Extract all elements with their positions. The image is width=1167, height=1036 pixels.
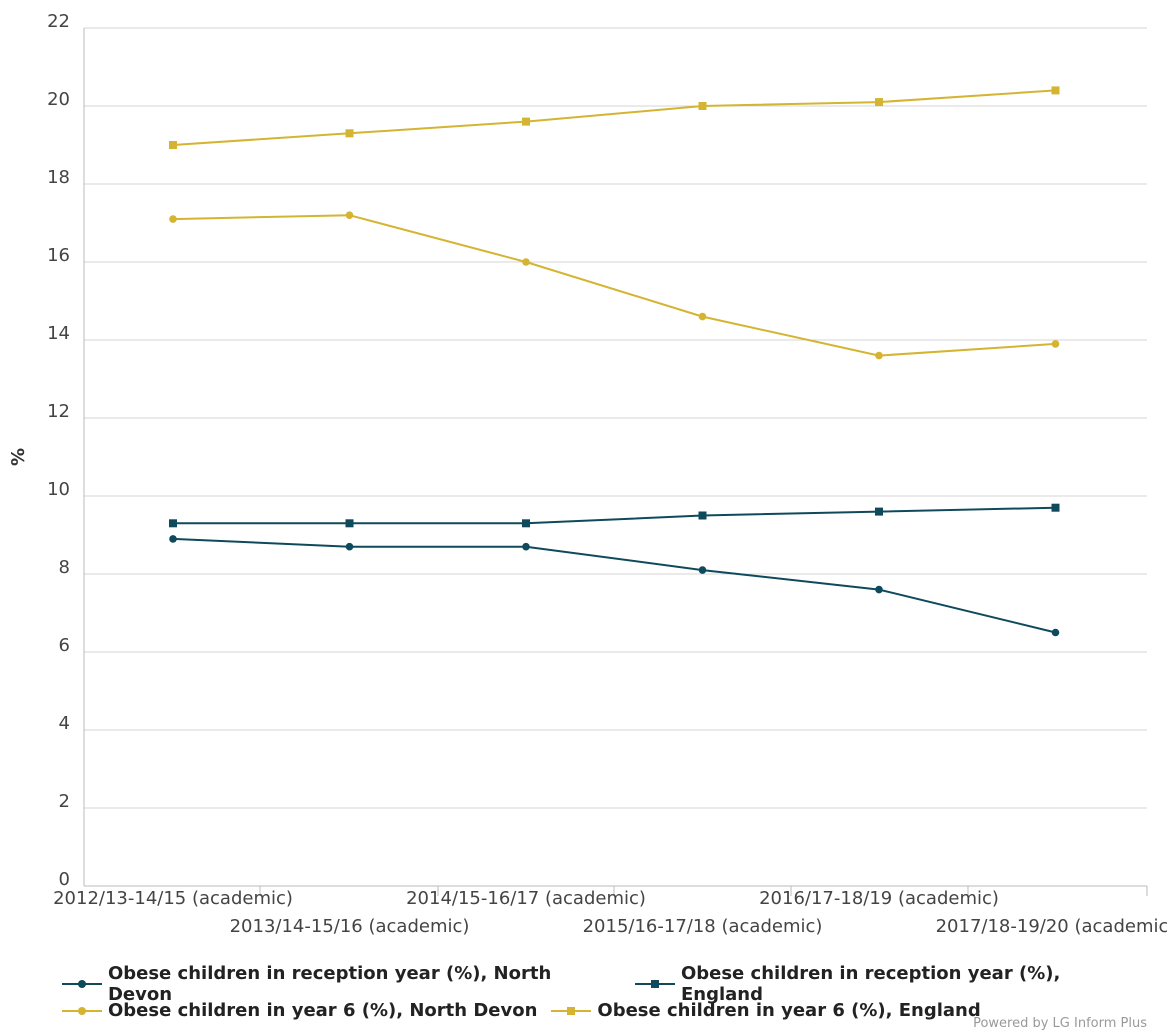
data-point xyxy=(698,511,707,520)
x-axis: 2012/13-14/15 (academic) 2013/14-15/16 (a… xyxy=(53,28,1167,937)
legend-item-reception-north-devon[interactable]: Obese children in reception year (%), No… xyxy=(60,963,621,1005)
legend-swatch-circle-icon xyxy=(62,1006,102,1015)
data-point xyxy=(522,542,530,551)
data-point xyxy=(698,566,707,574)
data-point xyxy=(169,519,177,528)
y-tick-label: 16 xyxy=(47,245,70,266)
legend-item-year6-england[interactable]: Obese children in year 6 (%), England xyxy=(549,1000,981,1021)
data-point xyxy=(169,535,177,543)
y-tick-label: 12 xyxy=(47,401,70,422)
credit-link[interactable]: Powered by LG Inform Plus xyxy=(973,1016,1147,1031)
y-tick-label: 6 xyxy=(59,635,70,656)
legend-swatch-circle-icon xyxy=(62,979,102,988)
data-point xyxy=(169,141,177,149)
data-point xyxy=(1051,86,1060,95)
legend-label: Obese children in reception year (%), No… xyxy=(107,962,552,1005)
series-line-3 xyxy=(172,89,1056,146)
gridlines xyxy=(84,27,1147,809)
y-tick-label: 0 xyxy=(59,869,70,890)
series-line-0 xyxy=(172,537,1056,634)
series-line-1 xyxy=(173,506,1056,525)
legend-label: Obese children in year 6 (%), North Devo… xyxy=(108,1000,538,1021)
legend-item-reception-england[interactable]: Obese children in reception year (%), En… xyxy=(633,963,1148,1005)
y-tick-label: 8 xyxy=(59,557,70,578)
y-tick-label: 10 xyxy=(47,479,70,500)
data-point xyxy=(345,542,354,551)
y-tick-label: 20 xyxy=(47,89,70,110)
data-point xyxy=(345,519,354,528)
x-tick-label: 2013/14-15/16 (academic) xyxy=(230,916,470,937)
legend: Obese children in reception year (%), No… xyxy=(60,963,1160,1024)
legend-row-2: Obese children in year 6 (%), North Devo… xyxy=(60,997,1160,1024)
series-line-2 xyxy=(172,214,1056,357)
data-point xyxy=(345,211,354,219)
y-tick-label: 4 xyxy=(59,713,70,734)
data-point xyxy=(875,98,883,107)
data-point xyxy=(1051,628,1060,637)
x-tick-label: 2014/15-16/17 (academic) xyxy=(406,888,646,909)
legend-label: Obese children in reception year (%), En… xyxy=(680,962,1061,1005)
data-point xyxy=(522,258,530,266)
data-point xyxy=(169,215,177,223)
legend-item-year6-north-devon[interactable]: Obese children in year 6 (%), North Devo… xyxy=(60,1000,537,1021)
x-tick-label: 2016/17-18/19 (academic) xyxy=(759,888,999,909)
legend-label: Obese children in year 6 (%), England xyxy=(597,1000,981,1021)
x-tick-label: 2012/13-14/15 (academic) xyxy=(53,888,293,909)
data-point xyxy=(875,585,883,594)
data-point xyxy=(1051,503,1060,512)
y-axis-ticks: 0 2 4 6 8 10 12 14 16 18 20 22 xyxy=(47,11,70,890)
data-point xyxy=(522,117,530,126)
y-axis-label: % xyxy=(8,448,29,466)
y-tick-label: 14 xyxy=(47,323,70,344)
data-point xyxy=(345,129,354,138)
data-point xyxy=(522,519,530,528)
y-tick-label: 18 xyxy=(47,167,70,188)
data-point xyxy=(1051,340,1060,348)
legend-row-1: Obese children in reception year (%), No… xyxy=(60,963,1160,1005)
y-tick-label: 22 xyxy=(47,11,70,32)
data-point xyxy=(875,507,883,516)
data-point xyxy=(698,102,707,110)
legend-swatch-square-icon xyxy=(635,979,675,988)
data-point xyxy=(698,312,707,321)
series-lines xyxy=(169,86,1060,637)
x-tick-label: 2015/16-17/18 (academic) xyxy=(583,916,823,937)
data-point xyxy=(875,351,883,360)
y-tick-label: 2 xyxy=(59,791,70,812)
legend-swatch-square-icon xyxy=(551,1006,592,1015)
x-tick-label: 2017/18-19/20 (academic) xyxy=(936,916,1167,937)
